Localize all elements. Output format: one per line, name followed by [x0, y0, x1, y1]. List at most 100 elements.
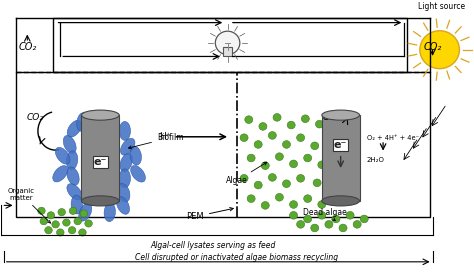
Circle shape [52, 221, 59, 228]
Circle shape [329, 179, 337, 187]
Circle shape [304, 195, 312, 203]
Text: 2H₂O: 2H₂O [366, 157, 384, 163]
Circle shape [287, 121, 295, 129]
Circle shape [311, 224, 319, 232]
Text: Algal-cell lysates serving as feed: Algal-cell lysates serving as feed [151, 240, 276, 250]
Circle shape [339, 224, 347, 232]
Circle shape [360, 215, 368, 223]
Circle shape [283, 180, 291, 187]
Ellipse shape [66, 151, 78, 170]
Circle shape [56, 229, 64, 236]
Circle shape [316, 120, 323, 128]
Text: CO₂: CO₂ [323, 113, 340, 122]
Text: PEM: PEM [186, 208, 233, 221]
Circle shape [329, 159, 337, 166]
Text: O₂ + 4H⁺ + 4e⁻: O₂ + 4H⁺ + 4e⁻ [366, 135, 419, 141]
Ellipse shape [96, 110, 110, 127]
Circle shape [297, 174, 305, 182]
Circle shape [283, 141, 291, 148]
Circle shape [304, 154, 312, 162]
Circle shape [268, 174, 276, 181]
Text: CO₂: CO₂ [423, 42, 442, 52]
Circle shape [63, 219, 70, 226]
Text: Dead algae: Dead algae [303, 208, 346, 221]
Bar [322, 115, 359, 201]
Circle shape [215, 31, 240, 55]
Ellipse shape [82, 110, 119, 120]
Circle shape [311, 142, 319, 150]
Circle shape [275, 153, 283, 160]
Circle shape [318, 161, 326, 169]
Circle shape [37, 207, 45, 215]
Circle shape [346, 211, 354, 219]
Circle shape [247, 195, 255, 203]
Circle shape [68, 227, 76, 234]
Circle shape [420, 31, 459, 69]
Ellipse shape [117, 196, 129, 214]
Circle shape [240, 134, 248, 141]
Circle shape [318, 211, 326, 219]
Circle shape [327, 196, 335, 204]
Circle shape [268, 132, 276, 139]
Circle shape [297, 134, 305, 141]
Circle shape [240, 174, 248, 182]
Circle shape [254, 141, 262, 148]
Circle shape [245, 116, 253, 124]
Circle shape [353, 220, 361, 228]
Ellipse shape [53, 166, 68, 182]
Text: CO₂: CO₂ [18, 42, 36, 52]
Ellipse shape [120, 153, 132, 172]
Circle shape [290, 211, 298, 219]
Text: Organic
matter: Organic matter [8, 187, 51, 223]
Circle shape [45, 227, 52, 234]
Circle shape [273, 114, 281, 121]
Text: Algae: Algae [226, 162, 267, 185]
Circle shape [304, 215, 312, 223]
Circle shape [318, 201, 326, 208]
Circle shape [297, 220, 305, 228]
Circle shape [259, 122, 267, 130]
Circle shape [332, 215, 340, 223]
Ellipse shape [118, 184, 130, 202]
Ellipse shape [67, 167, 79, 185]
Bar [82, 115, 119, 201]
Ellipse shape [106, 113, 118, 131]
Ellipse shape [77, 112, 88, 131]
Circle shape [254, 181, 262, 189]
Circle shape [351, 196, 359, 204]
Circle shape [69, 207, 77, 215]
Circle shape [261, 162, 269, 170]
Ellipse shape [120, 138, 135, 155]
Text: Biofilm: Biofilm [128, 133, 183, 149]
Ellipse shape [322, 110, 359, 120]
Ellipse shape [63, 136, 76, 153]
Ellipse shape [130, 146, 141, 165]
Ellipse shape [119, 169, 130, 188]
Circle shape [348, 186, 356, 193]
Text: Cell disrupted or inactivated algae biomass recycling: Cell disrupted or inactivated algae biom… [136, 253, 338, 262]
Circle shape [79, 229, 86, 236]
Text: e⁻: e⁻ [334, 140, 347, 150]
Text: Light source: Light source [419, 2, 465, 11]
Ellipse shape [82, 196, 119, 206]
Circle shape [313, 179, 321, 187]
Ellipse shape [67, 120, 82, 137]
Circle shape [290, 201, 298, 208]
Circle shape [247, 154, 255, 162]
Ellipse shape [79, 203, 92, 221]
Circle shape [80, 210, 88, 217]
Circle shape [325, 220, 333, 228]
Ellipse shape [104, 203, 116, 222]
Circle shape [348, 165, 356, 173]
Ellipse shape [131, 165, 146, 182]
Circle shape [301, 115, 310, 122]
Ellipse shape [82, 111, 97, 128]
Ellipse shape [322, 196, 359, 206]
Ellipse shape [119, 121, 130, 140]
Bar [223, 47, 232, 56]
Circle shape [275, 193, 283, 201]
Ellipse shape [55, 147, 70, 164]
Ellipse shape [71, 195, 82, 214]
Bar [53, 18, 407, 72]
Circle shape [47, 212, 55, 219]
